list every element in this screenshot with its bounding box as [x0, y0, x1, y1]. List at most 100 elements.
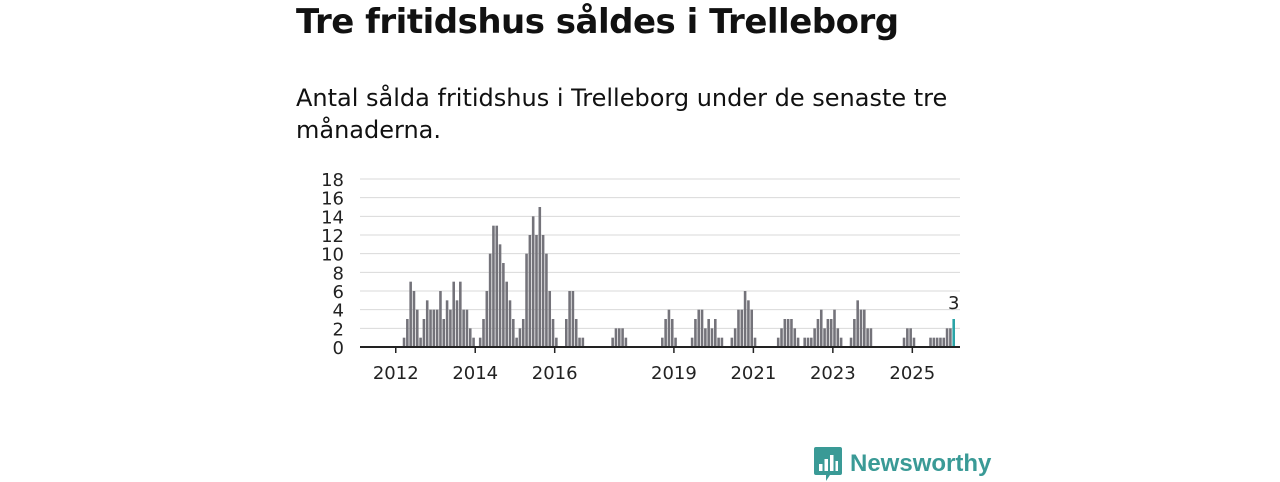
bar — [412, 291, 416, 347]
bar — [578, 337, 581, 347]
bar — [508, 300, 512, 347]
bar — [700, 309, 704, 347]
bar — [439, 291, 442, 347]
x-tick-label: 2016 — [532, 363, 578, 384]
bar — [866, 328, 869, 347]
bar — [833, 309, 836, 347]
bar — [932, 337, 936, 347]
bar — [780, 328, 783, 347]
bar — [425, 300, 429, 347]
y-tick-label: 12 — [321, 226, 344, 247]
y-tick-label: 2 — [333, 319, 344, 340]
x-tick-label: 2023 — [810, 363, 856, 384]
brand-name: Newsworthy — [850, 450, 992, 477]
bar — [485, 291, 489, 347]
bar — [694, 319, 697, 347]
bar — [796, 337, 800, 347]
bar — [853, 319, 856, 347]
bar — [495, 225, 499, 347]
bar — [906, 328, 909, 347]
bar — [859, 309, 863, 347]
bar — [753, 337, 757, 347]
bar — [624, 337, 628, 347]
x-tick-label: 2021 — [730, 363, 776, 384]
bar — [617, 328, 621, 347]
bar — [790, 319, 793, 347]
bar — [551, 319, 555, 347]
bar — [929, 337, 932, 347]
bar — [740, 309, 744, 347]
chart-subtitle: Antal sålda fritidshus i Trelleborg unde… — [296, 84, 948, 144]
bar — [518, 328, 522, 347]
y-tick-label: 16 — [321, 189, 344, 210]
bars — [402, 207, 955, 347]
x-tick-label: 2012 — [373, 363, 419, 384]
bar — [429, 309, 432, 347]
bar — [697, 309, 701, 347]
bar — [714, 319, 717, 347]
bar — [402, 337, 406, 347]
bar — [571, 291, 575, 347]
x-tick-label: 2014 — [452, 363, 498, 384]
bar — [863, 309, 866, 347]
bar — [869, 328, 873, 347]
bar — [488, 253, 492, 347]
bar — [710, 328, 714, 347]
bar — [548, 291, 552, 347]
bar — [690, 337, 694, 347]
bar — [406, 319, 409, 347]
bar — [515, 337, 518, 347]
bar — [574, 319, 578, 347]
bar — [478, 337, 482, 347]
bar — [492, 225, 495, 347]
bar — [555, 337, 558, 347]
bar — [482, 319, 485, 347]
y-tick-label: 4 — [333, 301, 344, 322]
bar — [747, 300, 750, 347]
highlight-value-label: 3 — [948, 293, 959, 314]
bar — [856, 300, 859, 347]
bar-highlighted — [952, 319, 955, 347]
bar — [939, 337, 942, 347]
bar — [806, 337, 810, 347]
bar — [432, 309, 436, 347]
y-tick-label: 18 — [321, 170, 344, 191]
bar — [737, 309, 740, 347]
bar — [568, 291, 571, 347]
x-tick-label: 2019 — [651, 363, 697, 384]
bar — [661, 337, 664, 347]
bar — [614, 328, 618, 347]
bar — [422, 319, 426, 347]
bar — [786, 319, 790, 347]
bar — [521, 319, 525, 347]
bar — [502, 263, 505, 347]
bar — [707, 319, 710, 347]
bar — [449, 309, 452, 347]
bar — [525, 253, 528, 347]
bar — [733, 328, 737, 347]
bar — [912, 337, 916, 347]
bar — [664, 319, 667, 347]
bar — [505, 281, 508, 347]
bar — [949, 328, 952, 347]
bar — [545, 253, 548, 347]
bar — [465, 309, 469, 347]
newsworthy-logo: Newsworthy — [814, 446, 991, 482]
chart-title: Tre fritidshus såldes i Trelleborg — [296, 2, 899, 42]
bar — [823, 328, 826, 347]
bar — [541, 235, 545, 347]
y-tick-label: 14 — [321, 207, 344, 228]
y-tick-label: 6 — [333, 282, 344, 303]
bar — [829, 319, 833, 347]
bar — [435, 309, 439, 347]
bar — [909, 328, 912, 347]
bar — [902, 337, 906, 347]
bar — [836, 328, 840, 347]
y-tick-label: 10 — [321, 245, 344, 266]
bar — [730, 337, 734, 347]
bar — [720, 337, 724, 347]
bar — [621, 328, 624, 347]
bar — [945, 328, 949, 347]
bar — [743, 291, 747, 347]
bar — [803, 337, 806, 347]
